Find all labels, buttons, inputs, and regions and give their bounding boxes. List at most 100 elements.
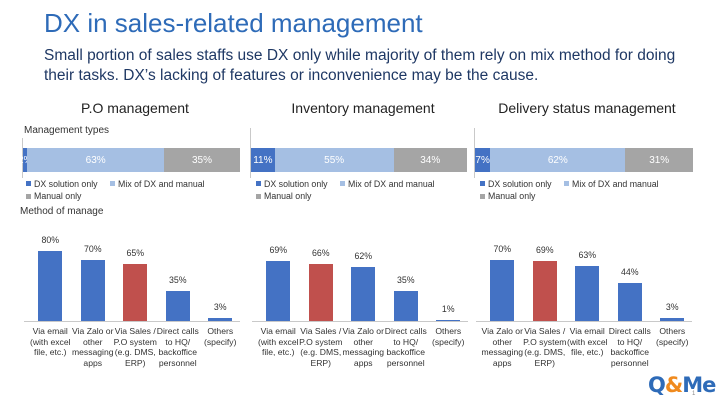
stack-segment-label: 63% bbox=[85, 154, 106, 166]
bar-value-label: 69% bbox=[269, 244, 288, 255]
category-label: Direct calls to HQ/ backoffice personnel bbox=[608, 326, 651, 368]
legend-po: DX solution only Mix of DX and manual Ma… bbox=[26, 177, 248, 202]
axis-line-delivery bbox=[474, 128, 475, 178]
axis-line-po bbox=[22, 138, 23, 178]
category-label: Others (specify) bbox=[656, 326, 689, 347]
bar-value-label: 70% bbox=[83, 244, 102, 255]
bar bbox=[617, 282, 642, 321]
qme-logo: Q&Me bbox=[648, 373, 716, 397]
legend-label-dx-only: DX solution only bbox=[264, 178, 328, 189]
bar-value-label: 65% bbox=[126, 248, 145, 259]
bar-chart-po-method: 80% Via email (with excel file, etc.) 70% V… bbox=[24, 220, 246, 385]
panel-title-po: P.O management bbox=[81, 100, 189, 116]
logo-amp: & bbox=[664, 373, 683, 397]
bar bbox=[38, 251, 63, 321]
stacked-bar-delivery: 7% 62% 31% bbox=[475, 148, 693, 172]
bar bbox=[575, 266, 600, 321]
stack-segment-manual: 35% bbox=[164, 148, 240, 172]
bar bbox=[436, 320, 461, 322]
legend-inventory: DX solution only Mix of DX and manual Ma… bbox=[256, 177, 478, 202]
bar-value-label: 69% bbox=[535, 244, 554, 255]
category-label: Others (specify) bbox=[432, 326, 465, 347]
stack-segment-mix: 63% bbox=[27, 148, 165, 172]
bar bbox=[532, 260, 557, 321]
category-label: Via email (with excel file, etc.) bbox=[29, 326, 71, 357]
category-label: Via email (with excel file, etc.) bbox=[566, 326, 608, 357]
bar-value-label: 3% bbox=[665, 302, 679, 313]
bar bbox=[123, 264, 148, 321]
bar-value-label: 63% bbox=[578, 250, 597, 261]
panel-title-inventory: Inventory management bbox=[291, 100, 435, 116]
stack-segment-manual: 31% bbox=[625, 148, 693, 172]
bar bbox=[308, 263, 333, 321]
legend-swatch-dx-only bbox=[256, 181, 261, 186]
stack-segment-mix: 62% bbox=[490, 148, 626, 172]
legend-item-manual: Manual only bbox=[256, 190, 311, 202]
bar-chart-inventory-method: 69% Via email (with excel file, etc.) 66% V… bbox=[252, 220, 474, 385]
stack-segment-label: 11% bbox=[253, 154, 273, 166]
category-label: Direct calls to HQ/ backoffice personnel bbox=[384, 326, 427, 368]
slide-title: DX in sales-related management bbox=[44, 8, 423, 38]
category-label: Via Sales / P.O system (e.g. DMS, ERP) bbox=[299, 326, 343, 368]
logo-me: Me bbox=[682, 373, 716, 397]
stack-segment-label: 55% bbox=[324, 154, 345, 166]
legend-item-mix: Mix of DX and manual bbox=[340, 178, 435, 190]
bar bbox=[660, 318, 685, 321]
bar bbox=[490, 260, 515, 321]
legend-swatch-manual bbox=[26, 193, 31, 199]
category-label: Direct calls to HQ/ backoffice personnel bbox=[156, 326, 199, 368]
category-label: Via Zalo or other messaging apps bbox=[71, 326, 114, 368]
legend-label-dx-only: DX solution only bbox=[488, 178, 552, 189]
bar-value-label: 62% bbox=[354, 251, 373, 262]
logo-q: Q bbox=[648, 373, 666, 397]
legend-label-manual: Manual only bbox=[488, 191, 536, 201]
legend-label-mix: Mix of DX and manual bbox=[572, 178, 659, 189]
category-label: Via Sales / P.O system (e.g. DMS, ERP) bbox=[523, 326, 567, 368]
legend-label-manual: Manual only bbox=[264, 191, 312, 201]
bar-value-label: 44% bbox=[620, 266, 639, 277]
bar bbox=[165, 290, 190, 321]
method-of-manage-label: Method of manage bbox=[20, 206, 104, 217]
management-types-label: Management types bbox=[24, 125, 110, 136]
stack-segment-label: 34% bbox=[420, 154, 441, 166]
legend-item-manual: Manual only bbox=[26, 190, 81, 202]
bar-value-label: 3% bbox=[213, 302, 227, 313]
bar-value-label: 66% bbox=[311, 247, 330, 258]
legend-swatch-dx-only bbox=[26, 181, 31, 186]
bar-value-label: 70% bbox=[493, 244, 512, 255]
bar bbox=[208, 318, 233, 321]
x-axis-baseline bbox=[476, 321, 692, 322]
axis-line-inventory bbox=[250, 128, 251, 178]
bar-value-label: 1% bbox=[441, 304, 455, 315]
stack-segment-manual: 34% bbox=[393, 148, 467, 172]
stack-segment-dx-only: 2% bbox=[18, 148, 32, 172]
category-label: Via Zalo or other messaging apps bbox=[481, 326, 524, 368]
legend-swatch-mix bbox=[340, 181, 346, 186]
stack-segment-dx-only: 11% bbox=[251, 148, 275, 172]
category-label: Via Sales / P.O system (e.g. DMS, ERP) bbox=[113, 326, 157, 368]
stack-segment-label: 31% bbox=[649, 154, 670, 166]
x-axis-baseline bbox=[252, 321, 468, 322]
stack-segment-label: 2% bbox=[17, 154, 33, 166]
legend-label-mix: Mix of DX and manual bbox=[118, 178, 205, 189]
stack-segment-dx-only: 7% bbox=[475, 148, 491, 172]
legend-item-manual: Manual only bbox=[480, 190, 535, 202]
legend-item-dx-only: DX solution only bbox=[26, 178, 98, 190]
bar bbox=[266, 260, 291, 321]
stacked-bar-po: 2% 63% 35% bbox=[18, 148, 240, 172]
bar bbox=[80, 260, 105, 321]
slide-subtitle: Small portion of sales staffs use DX onl… bbox=[44, 47, 676, 84]
bar-chart-delivery-method: 70% Via Zalo or other messaging apps 69% Vi… bbox=[476, 220, 698, 385]
legend-item-dx-only: DX solution only bbox=[256, 178, 328, 190]
legend-delivery: DX solution only Mix of DX and manual Ma… bbox=[480, 177, 702, 202]
legend-label-mix: Mix of DX and manual bbox=[348, 178, 435, 189]
stack-segment-label: 62% bbox=[547, 154, 568, 166]
legend-item-mix: Mix of DX and manual bbox=[110, 178, 205, 190]
legend-swatch-dx-only bbox=[480, 181, 485, 186]
stack-segment-label: 35% bbox=[191, 154, 212, 166]
legend-item-dx-only: DX solution only bbox=[480, 178, 552, 190]
legend-swatch-mix bbox=[110, 181, 116, 186]
bar bbox=[393, 290, 418, 321]
stacked-bar-inventory: 11% 55% 34% bbox=[251, 148, 467, 172]
panel-title-delivery: Delivery status management bbox=[498, 100, 676, 116]
